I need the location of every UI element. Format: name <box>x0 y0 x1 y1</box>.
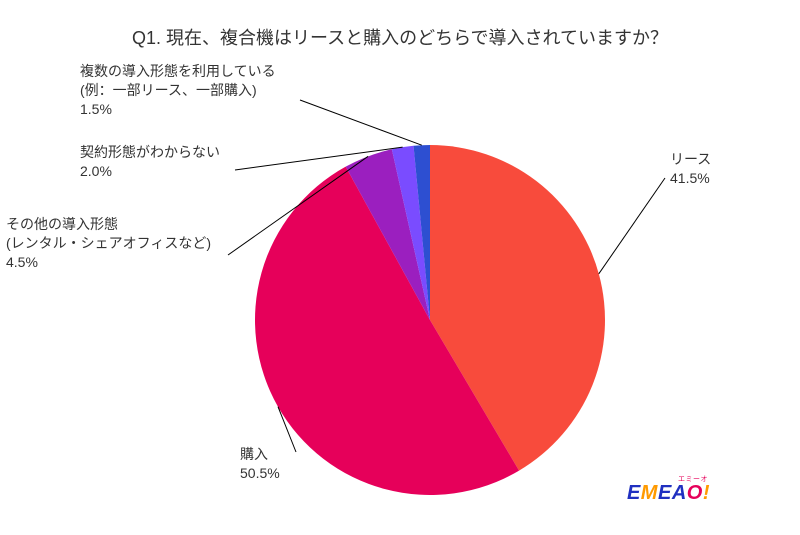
pie-svg <box>0 70 800 530</box>
label-unknown: 契約形態がわからない 2.0% <box>80 143 220 181</box>
label-lease: リース 41.5% <box>670 150 711 188</box>
leader-line <box>599 178 665 274</box>
pie-chart <box>0 70 800 490</box>
chart-title: Q1. 現在、複合機はリースと購入のどちらで導入されていますか？ <box>0 24 800 50</box>
label-unknown-name: 契約形態がわからない <box>80 143 220 162</box>
label-multi-pct: 1.5% <box>80 100 276 119</box>
label-other-pct: 4.5% <box>6 253 211 272</box>
label-other-line1: その他の導入形態 <box>6 215 211 234</box>
logo-ruby: エミーオ <box>678 474 708 484</box>
brand-logo: エミーオ EMEAO! <box>627 482 710 505</box>
label-other: その他の導入形態 (レンタル・シェアオフィスなど) 4.5% <box>6 215 211 272</box>
label-buy-pct: 50.5% <box>240 464 280 483</box>
label-other-line2: (レンタル・シェアオフィスなど) <box>6 234 211 253</box>
label-lease-name: リース <box>670 150 711 169</box>
label-multi-line1: 複数の導入形態を利用している <box>80 62 276 81</box>
label-unknown-pct: 2.0% <box>80 162 220 181</box>
label-buy-name: 購入 <box>240 445 280 464</box>
label-lease-pct: 41.5% <box>670 169 711 188</box>
label-buy: 購入 50.5% <box>240 445 280 483</box>
label-multi: 複数の導入形態を利用している (例：一部リース、一部購入) 1.5% <box>80 62 276 119</box>
label-multi-line2: (例：一部リース、一部購入) <box>80 81 276 100</box>
leader-line <box>300 100 422 145</box>
